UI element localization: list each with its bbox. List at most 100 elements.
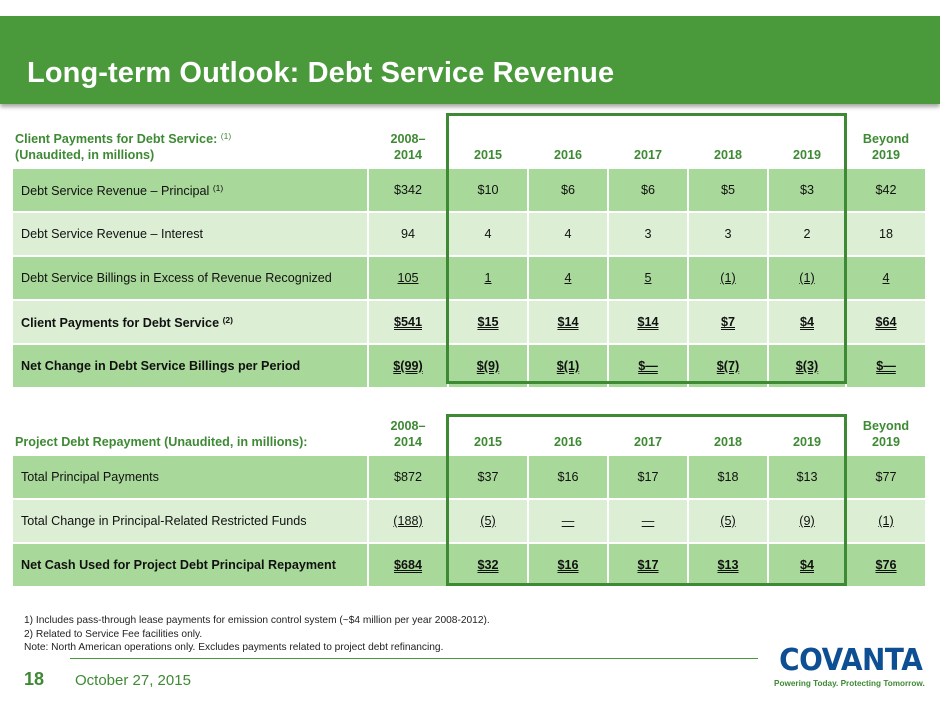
- table-cell: (1): [767, 255, 847, 301]
- table-cell: $7: [687, 299, 769, 345]
- row-label: Debt Service Billings in Excess of Reven…: [11, 255, 369, 301]
- footer-divider: [70, 658, 758, 659]
- table-cell: $17: [607, 454, 689, 500]
- footnote: Note: North American operations only. Ex…: [24, 642, 444, 653]
- table-cell: 2: [767, 211, 847, 257]
- table-cell: $13: [687, 542, 769, 588]
- table-row: Client Payments for Debt Service (2) $54…: [11, 299, 927, 345]
- footnote: 2) Related to Service Fee facilities onl…: [24, 628, 203, 640]
- table-header-row: Client Payments for Debt Service: (1) (U…: [11, 126, 927, 169]
- table-cell: $4: [767, 542, 847, 588]
- column-header: 2018: [687, 414, 769, 456]
- table-cell: (1): [687, 255, 769, 301]
- table-cell: $342: [367, 167, 449, 213]
- column-header: Beyond 2019: [845, 126, 927, 169]
- table-cell: $—: [607, 343, 689, 389]
- table-cell: 5: [607, 255, 689, 301]
- table-cell: $16: [527, 542, 609, 588]
- table-cell: $—: [845, 343, 927, 389]
- column-header: 2018: [687, 126, 769, 169]
- table-cell: $18: [687, 454, 769, 500]
- table-cell: (9): [767, 498, 847, 544]
- table-cell: 4: [447, 211, 529, 257]
- table-cell: $64: [845, 299, 927, 345]
- table-row: Debt Service Revenue – Interest 94 4 4 3…: [11, 211, 927, 257]
- table-cell: (1): [845, 498, 927, 544]
- table-cell: $37: [447, 454, 529, 500]
- column-header-label: Project Debt Repayment (Unaudited, in mi…: [11, 414, 369, 456]
- table-cell: 4: [845, 255, 927, 301]
- column-header: 2019: [767, 414, 847, 456]
- row-label: Net Change in Debt Service Billings per …: [11, 343, 369, 389]
- table-cell: $(99): [367, 343, 449, 389]
- table-cell: $(1): [527, 343, 609, 389]
- table-cell: $684: [367, 542, 449, 588]
- table-cell: $42: [845, 167, 927, 213]
- column-header: 2017: [607, 126, 689, 169]
- table-cell: $14: [607, 299, 689, 345]
- table-cell: (5): [687, 498, 769, 544]
- title-banner: Long-term Outlook: Debt Service Revenue: [0, 16, 940, 104]
- column-header: 2015: [447, 414, 529, 456]
- table-cell: $16: [527, 454, 609, 500]
- table-cell: 3: [687, 211, 769, 257]
- table-cell: $13: [767, 454, 847, 500]
- table-cell: 4: [527, 211, 609, 257]
- table-cell: $(3): [767, 343, 847, 389]
- table-cell: $4: [767, 299, 847, 345]
- table-row: Total Change in Principal-Related Restri…: [11, 498, 927, 544]
- table-cell: $76: [845, 542, 927, 588]
- table-cell: $17: [607, 542, 689, 588]
- row-label: Net Cash Used for Project Debt Principal…: [11, 542, 369, 588]
- table-cell: $14: [527, 299, 609, 345]
- row-label: Total Change in Principal-Related Restri…: [11, 498, 369, 544]
- table-header-row: Project Debt Repayment (Unaudited, in mi…: [11, 414, 927, 456]
- table-row: Debt Service Revenue – Principal (1) $34…: [11, 167, 927, 213]
- column-header: 2019: [767, 126, 847, 169]
- table-cell: (188): [367, 498, 449, 544]
- logo-tagline: Powering Today. Protecting Tomorrow.: [774, 679, 925, 688]
- column-header: 2015: [447, 126, 529, 169]
- table-cell: $5: [687, 167, 769, 213]
- table-cell: 94: [367, 211, 449, 257]
- table-cell: 3: [607, 211, 689, 257]
- table-cell: $77: [845, 454, 927, 500]
- page-title: Long-term Outlook: Debt Service Revenue: [27, 57, 615, 89]
- table-cell: $(7): [687, 343, 769, 389]
- table-row: Net Cash Used for Project Debt Principal…: [11, 542, 927, 588]
- column-header-label: Client Payments for Debt Service: (1) (U…: [11, 126, 369, 169]
- table-cell: —: [607, 498, 689, 544]
- table-cell: $872: [367, 454, 449, 500]
- table-row: Net Change in Debt Service Billings per …: [11, 343, 927, 389]
- table-cell: 105: [367, 255, 449, 301]
- column-header: 2016: [527, 126, 609, 169]
- column-header: Beyond 2019: [845, 414, 927, 456]
- footnotes: 1) Includes pass-through lease payments …: [24, 614, 490, 655]
- table-cell: $541: [367, 299, 449, 345]
- row-label: Debt Service Revenue – Principal (1): [11, 167, 369, 213]
- table-cell: 4: [527, 255, 609, 301]
- footnote: 1) Includes pass-through lease payments …: [24, 615, 490, 626]
- project-debt-table: Project Debt Repayment (Unaudited, in mi…: [11, 414, 927, 588]
- table-row: Debt Service Billings in Excess of Reven…: [11, 255, 927, 301]
- column-header: 2017: [607, 414, 689, 456]
- company-logo: COVANTA Powering Today. Protecting Tomor…: [774, 643, 925, 689]
- table-cell: $15: [447, 299, 529, 345]
- table-cell: 1: [447, 255, 529, 301]
- row-label: Client Payments for Debt Service (2): [11, 299, 369, 345]
- table-cell: (5): [447, 498, 529, 544]
- table-cell: $6: [527, 167, 609, 213]
- table-cell: 18: [845, 211, 927, 257]
- footer-date: October 27, 2015: [75, 672, 191, 689]
- client-payments-table: Client Payments for Debt Service: (1) (U…: [11, 126, 927, 389]
- page-number: 18: [24, 669, 45, 689]
- logo-wordmark: COVANTA: [779, 643, 923, 678]
- column-header: 2016: [527, 414, 609, 456]
- table-cell: $(9): [447, 343, 529, 389]
- column-header: 2008– 2014: [367, 414, 449, 456]
- table-cell: $10: [447, 167, 529, 213]
- row-label: Debt Service Revenue – Interest: [11, 211, 369, 257]
- table-cell: $3: [767, 167, 847, 213]
- column-header: 2008– 2014: [367, 126, 449, 169]
- table-cell: $6: [607, 167, 689, 213]
